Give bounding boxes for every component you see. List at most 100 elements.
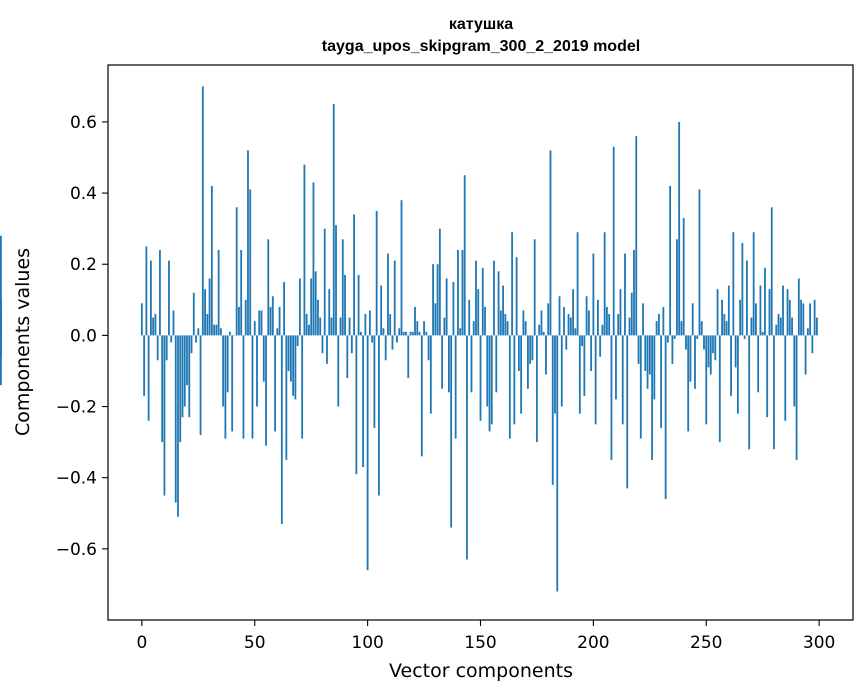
bar-component-57	[269, 306, 272, 336]
bar-component-259	[725, 321, 728, 336]
bar-component-201	[594, 335, 597, 425]
bar-component-296	[809, 303, 812, 336]
bar-component-79	[319, 317, 322, 336]
bar-component-223	[644, 335, 647, 371]
bar-component-47	[247, 150, 249, 336]
bar-component-162	[506, 321, 509, 336]
bar-component-227	[653, 335, 656, 400]
bar-component-107	[382, 328, 385, 336]
bar-component-21	[188, 335, 191, 418]
bar-component-72	[303, 164, 306, 336]
bar-component-30	[208, 278, 211, 336]
bar-component-282	[777, 314, 780, 336]
bar-component-240	[682, 217, 685, 336]
bar-component-140	[457, 250, 459, 336]
bar-component-48	[249, 189, 252, 336]
bar-component-214	[624, 253, 626, 336]
bar-component-211	[617, 314, 620, 336]
bar-component-284	[782, 285, 784, 336]
bar-component-119	[409, 331, 412, 336]
bar-component-183	[554, 335, 556, 414]
bar-component-165	[513, 335, 516, 425]
bar-component-16	[177, 335, 179, 517]
bar-component-267	[743, 335, 746, 339]
bar-component-258	[723, 314, 726, 336]
bar-component-279	[770, 207, 773, 336]
bar-component-280	[773, 335, 775, 450]
bar-component-167	[517, 335, 520, 371]
bar-component-287	[788, 299, 791, 336]
bar-component-283	[779, 317, 782, 336]
bar-component-15	[174, 335, 177, 503]
bar-component-102	[371, 335, 374, 343]
bar-component-219	[635, 136, 638, 336]
bar-component-105	[378, 335, 380, 496]
bar-component-255	[716, 289, 719, 336]
bar-component-154	[488, 335, 491, 432]
bar-component-28	[204, 289, 206, 336]
bar-component-199	[590, 335, 593, 371]
bar-component-135	[445, 278, 448, 336]
bar-component-46	[244, 299, 247, 336]
bar-component-37	[224, 335, 227, 439]
bar-component-218	[633, 250, 635, 336]
bar-component-149	[477, 289, 480, 336]
bar-component-90	[344, 274, 346, 336]
bar-component-268	[745, 260, 748, 336]
bar-component-23	[192, 292, 195, 336]
bar-component-110	[389, 314, 392, 336]
bar-component-247	[698, 189, 701, 336]
bar-component-232	[664, 335, 667, 500]
bar-component-139	[454, 335, 457, 439]
bar-component-216	[628, 317, 631, 336]
bar-component-288	[791, 317, 793, 336]
bar-component-266	[741, 242, 744, 336]
y-tick-label: 0.6	[70, 113, 97, 133]
bar-component-169	[522, 310, 525, 336]
bar-component-153	[486, 335, 489, 407]
bar-component-120	[411, 331, 414, 336]
bar-component-207	[608, 314, 611, 336]
bar-component-14	[172, 310, 175, 336]
bar-component-206	[606, 306, 608, 336]
bar-component-35	[219, 328, 222, 336]
bar-component-66	[289, 335, 292, 382]
bar-component-82	[326, 335, 328, 364]
bar-component-254	[714, 335, 717, 361]
bar-component-274	[759, 285, 762, 336]
bar-component-173	[531, 335, 534, 361]
bar-component-40	[231, 335, 234, 432]
bar-component-238	[678, 121, 681, 336]
bar-component-92	[348, 317, 351, 336]
bar-component-121	[414, 306, 416, 336]
bar-component-159	[499, 310, 502, 336]
bar-component-80	[321, 335, 324, 354]
bar-component-212	[619, 289, 622, 336]
bar-component-65	[287, 335, 290, 371]
bar-component-1	[143, 335, 146, 396]
x-tick-label: 250	[690, 633, 722, 653]
y-tick-label: −0.4	[56, 469, 97, 489]
bar-component-166	[515, 257, 518, 336]
bar-component-289	[793, 335, 796, 407]
y-tick-label: 0.0	[70, 326, 97, 346]
bar-component-9	[161, 335, 164, 443]
bar-component-113	[396, 335, 398, 343]
bar-component-190	[569, 317, 572, 336]
bar-component-70	[298, 278, 301, 336]
bar-component-8	[159, 250, 161, 336]
bar-component-123	[418, 331, 421, 336]
bar-component-51	[256, 335, 258, 407]
x-tick-label: 150	[464, 633, 496, 653]
bar-component-6	[154, 314, 157, 336]
bar-component-38	[226, 335, 229, 393]
bar-component-141	[459, 328, 462, 336]
bar-component-293	[802, 303, 805, 336]
bar-component-194	[578, 335, 581, 414]
bar-component-189	[567, 314, 570, 336]
bar-component-224	[646, 335, 649, 389]
bar-component-291	[797, 278, 800, 336]
bar-component-67	[292, 335, 295, 396]
bar-component-292	[800, 299, 802, 336]
bar-component-152	[484, 306, 486, 336]
